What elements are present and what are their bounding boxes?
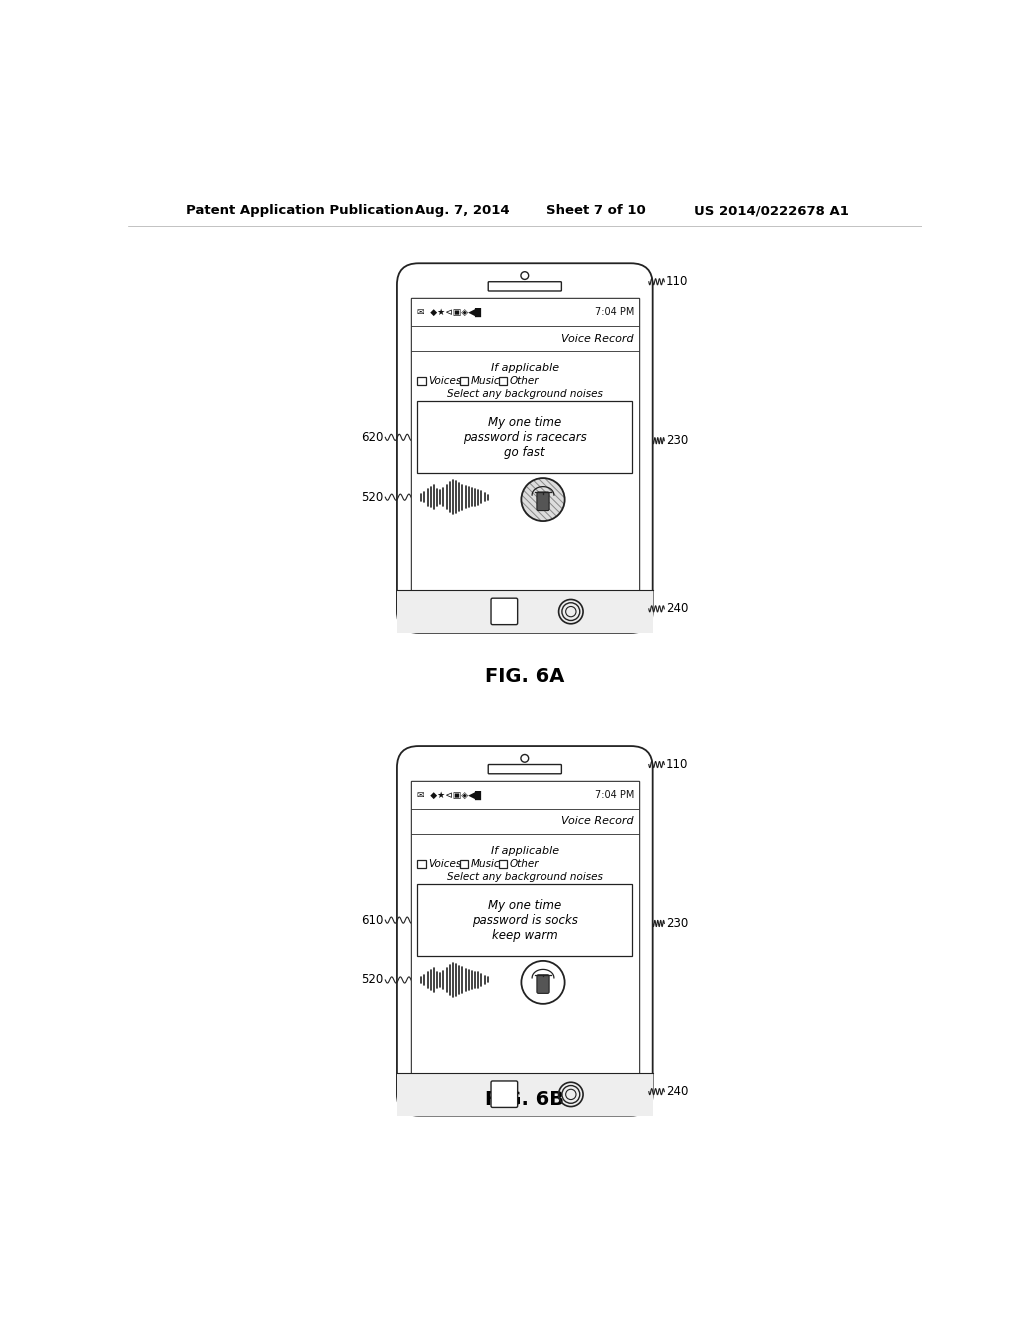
Text: 110: 110: [666, 276, 688, 288]
Text: 230: 230: [666, 917, 688, 931]
Text: FIG. 6B: FIG. 6B: [485, 1090, 564, 1109]
Text: Voice Record: Voice Record: [561, 334, 634, 343]
Bar: [411, 326, 639, 351]
Text: US 2014/0222678 A1: US 2014/0222678 A1: [693, 205, 849, 218]
Text: 7:04 PM: 7:04 PM: [595, 791, 635, 800]
Bar: [411, 298, 639, 590]
Bar: [397, 590, 652, 632]
Text: 230: 230: [666, 434, 688, 447]
Text: Sheet 7 of 10: Sheet 7 of 10: [547, 205, 646, 218]
Text: 7:04 PM: 7:04 PM: [595, 308, 635, 317]
Text: Music: Music: [471, 376, 501, 385]
Bar: [417, 401, 633, 474]
Text: 520: 520: [361, 491, 384, 504]
Bar: [413, 300, 637, 589]
Text: My one time
password is racecars
go fast: My one time password is racecars go fast: [463, 416, 587, 459]
Bar: [417, 884, 633, 956]
Bar: [411, 781, 639, 1073]
Text: Other: Other: [509, 376, 539, 385]
Bar: [413, 783, 637, 1072]
Text: Voices: Voices: [428, 376, 461, 385]
Bar: [460, 376, 468, 385]
Text: Select any background noises: Select any background noises: [446, 389, 603, 399]
Text: Other: Other: [509, 859, 539, 869]
FancyBboxPatch shape: [492, 598, 518, 624]
Text: Voice Record: Voice Record: [561, 816, 634, 826]
FancyBboxPatch shape: [488, 764, 561, 774]
Text: Patent Application Publication: Patent Application Publication: [186, 205, 414, 218]
FancyBboxPatch shape: [492, 1081, 518, 1107]
Text: If applicable: If applicable: [490, 846, 559, 855]
Bar: [417, 376, 426, 385]
Text: 620: 620: [361, 430, 384, 444]
Text: My one time
password is socks
keep warm: My one time password is socks keep warm: [472, 899, 578, 941]
FancyBboxPatch shape: [488, 281, 561, 290]
Bar: [499, 376, 507, 385]
Text: If applicable: If applicable: [490, 363, 559, 374]
Bar: [417, 859, 426, 869]
Text: Aug. 7, 2014: Aug. 7, 2014: [415, 205, 509, 218]
Text: 240: 240: [666, 602, 688, 615]
Text: 520: 520: [361, 973, 384, 986]
Circle shape: [521, 478, 564, 521]
Bar: [411, 351, 639, 590]
Bar: [411, 298, 639, 326]
Bar: [397, 1073, 652, 1115]
Text: ✉  ◆★⊲▣◈◀▉: ✉ ◆★⊲▣◈◀▉: [417, 308, 482, 317]
FancyBboxPatch shape: [537, 492, 549, 511]
Text: Music: Music: [471, 859, 501, 869]
Text: FIG. 6A: FIG. 6A: [485, 667, 564, 685]
Text: ✉  ◆★⊲▣◈◀▉: ✉ ◆★⊲▣◈◀▉: [417, 791, 482, 800]
Text: Select any background noises: Select any background noises: [446, 873, 603, 882]
Bar: [499, 859, 507, 869]
Bar: [411, 781, 639, 809]
Bar: [460, 859, 468, 869]
FancyBboxPatch shape: [397, 263, 652, 632]
Bar: [411, 809, 639, 834]
Text: 110: 110: [666, 758, 688, 771]
Bar: [411, 834, 639, 1073]
FancyBboxPatch shape: [397, 746, 652, 1115]
Text: 240: 240: [666, 1085, 688, 1098]
FancyBboxPatch shape: [537, 974, 549, 994]
Text: 610: 610: [361, 913, 384, 927]
Text: Voices: Voices: [428, 859, 461, 869]
